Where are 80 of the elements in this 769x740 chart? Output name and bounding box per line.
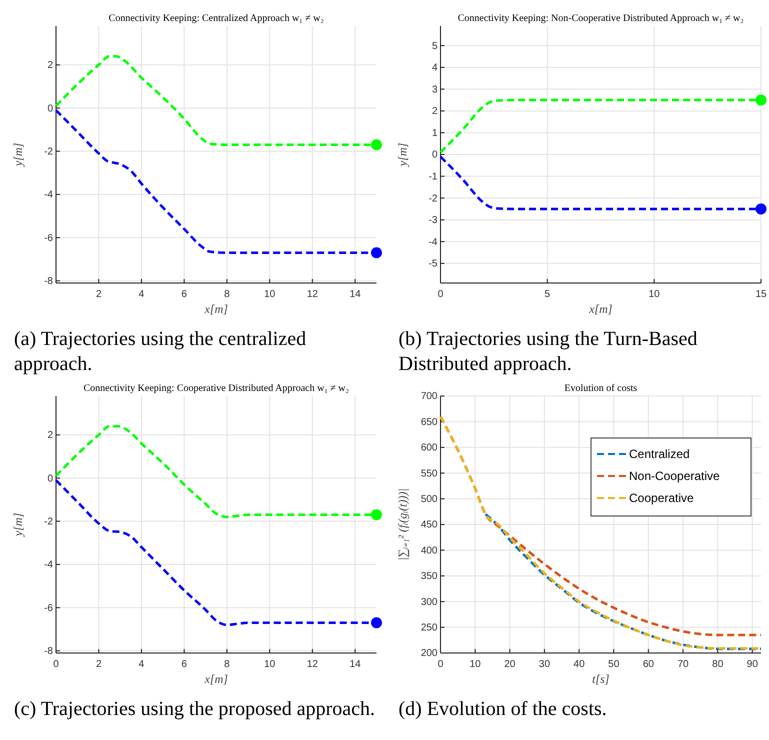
chart-title: Connectivity Keeping: Cooperative Distributed Approach w₁ ≠ w₂ (84, 383, 349, 394)
y-tick-label: 4 (432, 62, 438, 74)
chart-title: Connectivity Keeping: Centralized Approach w₁ ≠ w₂ (108, 13, 324, 24)
y-tick-label: -8 (44, 646, 54, 658)
y-tick-label: -4 (44, 190, 54, 201)
y-tick-label: 3 (432, 84, 438, 96)
x-tick-label: 12 (306, 289, 318, 300)
x-axis-title: t[s] (592, 672, 610, 686)
x-axis-title: x[m] (588, 302, 613, 316)
y-tick-label: -8 (44, 276, 54, 288)
y-tick-label: 200 (420, 648, 438, 660)
y-tick-label: 650 (420, 416, 438, 428)
text: (a) Trajectories using the centralized approach. (14, 328, 306, 375)
legend-label: Non-Cooperative (629, 469, 720, 483)
chart-title: Evolution of costs (564, 383, 638, 394)
y-tick-label: -3 (428, 215, 438, 226)
y-tick-label: 1 (432, 128, 438, 139)
line-series (484, 512, 762, 650)
y-tick-label: -6 (44, 232, 54, 244)
y-tick-label: 350 (420, 571, 438, 582)
y-tick-label: 550 (420, 468, 438, 480)
x-tick-label: 10 (264, 659, 276, 670)
y-tick-label: 250 (420, 622, 438, 634)
x-tick-label: 8 (224, 659, 230, 670)
y-tick-label: 0 (47, 103, 54, 114)
x-axis-title: x[m] (204, 672, 228, 686)
legend-label: Cooperative (629, 491, 694, 505)
x-tick-label: 20 (504, 659, 516, 670)
legend-label: Centralized (629, 447, 690, 461)
y-tick-label: -6 (44, 602, 54, 614)
y-tick-label: 0 (47, 473, 54, 484)
y-tick-label: -2 (428, 193, 438, 204)
x-tick-label: 90 (746, 659, 758, 670)
y-tick-label: 400 (420, 545, 438, 556)
x-tick-label: 14 (350, 289, 362, 300)
x-tick-label: 70 (677, 659, 690, 670)
x-tick-label: 10 (648, 289, 660, 300)
x-tick-label: 2 (96, 659, 102, 670)
x-tick-label: 6 (181, 659, 188, 670)
y-tick-label: -2 (44, 516, 54, 528)
y-axis-title: y[m] (396, 142, 410, 168)
x-tick-label: 8 (224, 289, 230, 300)
x-tick-label: 30 (538, 659, 550, 670)
x-tick-label: 6 (181, 289, 188, 300)
x-axis-title: x[m] (204, 302, 228, 316)
y-tick-label: -4 (428, 236, 438, 248)
y-tick-label: 300 (420, 596, 438, 608)
x-tick-label: 14 (350, 659, 362, 670)
y-tick-label: 450 (420, 520, 438, 531)
y-tick-label: 600 (420, 442, 438, 454)
x-tick-label: 10 (470, 659, 482, 670)
text: (d) Evolution of the costs. (398, 698, 607, 720)
y-tick-label: -4 (44, 560, 54, 571)
chart-title: Connectivity Keeping: Non-Cooperative Distributed Approach w₁ ≠ w₂ (458, 13, 744, 24)
x-tick-label: 4 (138, 659, 145, 670)
x-tick-label: 10 (264, 289, 276, 300)
x-tick-label: 5 (544, 289, 551, 300)
y-tick-label: 2 (432, 106, 438, 118)
x-tick-label: 80 (712, 659, 724, 670)
x-tick-label: 2 (96, 289, 102, 300)
text: (b) Trajectories using the Turn-Based Distributed approach. (398, 328, 698, 375)
x-tick-label: 60 (642, 659, 654, 670)
y-tick-label: 500 (420, 494, 438, 505)
y-tick-label: -2 (44, 146, 54, 158)
x-tick-label: 12 (306, 659, 318, 670)
y-tick-label: -1 (428, 171, 438, 182)
y-tick-label: 0 (432, 150, 438, 161)
y-axis-title: y[m] (11, 512, 25, 538)
y-axis-title: y[m] (11, 142, 25, 168)
y-tick-label: 700 (420, 391, 438, 402)
y-axis-title: |∑ᵢ₌₁² (fᵢ(gᵢ(t)))| (396, 488, 410, 561)
y-tick-label: 2 (47, 60, 54, 72)
x-tick-label: 50 (608, 659, 620, 670)
x-tick-label: 40 (574, 659, 586, 670)
text: (c) Trajectories using the proposed approach. (14, 698, 376, 720)
y-tick-label: -5 (428, 258, 438, 270)
x-tick-label: 4 (138, 289, 145, 300)
x-tick-label: 15 (755, 289, 767, 300)
y-tick-label: 5 (432, 40, 438, 52)
y-tick-label: 2 (47, 430, 54, 442)
